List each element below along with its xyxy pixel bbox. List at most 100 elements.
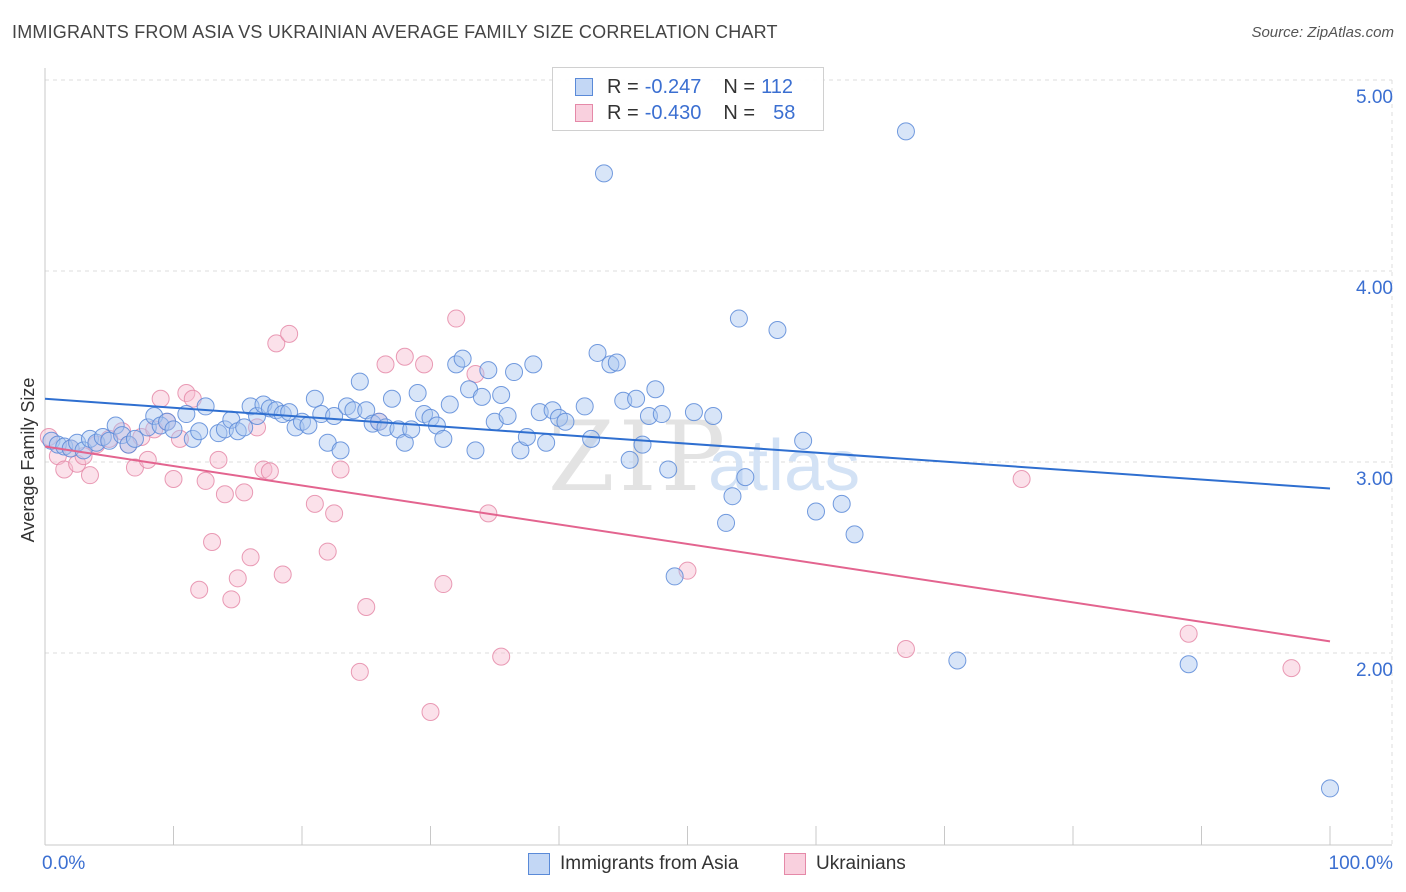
asia-point: [659, 460, 678, 479]
ukrainians-legend-swatch: [784, 853, 806, 875]
asia-point: [158, 412, 177, 431]
x-tick-label-start: 0.0%: [42, 853, 85, 874]
asia-point: [524, 355, 543, 374]
r-value: -0.247: [644, 75, 702, 98]
asia-point: [627, 389, 646, 408]
asia-point: [633, 435, 652, 454]
watermark-zip: ZIP: [548, 401, 729, 513]
asia-point: [196, 397, 215, 416]
ukrainian-point: [395, 347, 414, 366]
asia-point: [466, 441, 485, 460]
ukrainian-point: [164, 470, 183, 488]
asia-point: [948, 651, 967, 670]
ukrainian-point: [203, 533, 222, 552]
ukrainian-point: [421, 703, 440, 722]
ukrainian-point: [170, 429, 189, 448]
ukrainian-point: [138, 450, 157, 469]
asia-point: [717, 513, 736, 532]
y-tick-label: 3.00: [1356, 469, 1393, 490]
n-value: 112: [761, 75, 793, 98]
r-label: R =: [607, 75, 639, 98]
x-tick-label-end: 100.0%: [1329, 853, 1394, 874]
asia-legend-swatch: [528, 853, 550, 875]
axis-layer: [44, 68, 1392, 846]
ukrainian-point: [350, 662, 369, 681]
ukrainian-point: [273, 565, 292, 584]
asia-point: [440, 395, 459, 414]
asia-point: [498, 406, 517, 425]
asia-point: [453, 349, 472, 368]
asia-point: [350, 372, 369, 391]
ukrainian-point: [357, 597, 376, 616]
n-label: N =: [723, 75, 756, 98]
asia-swatch: [575, 78, 593, 96]
legend-label-ukrainians: Ukrainians: [816, 853, 906, 874]
asia-point: [164, 420, 183, 439]
y-tick-label: 4.00: [1356, 278, 1393, 299]
asia-point: [344, 401, 363, 420]
ukrainian-point: [305, 494, 324, 513]
ukrainian-point: [254, 460, 273, 479]
ukrainian-point: [196, 471, 215, 490]
stats-row-ukrainians: R = -0.430 N = 58: [575, 101, 795, 125]
asia-point: [704, 406, 723, 425]
asia-point: [434, 429, 453, 448]
asia-point: [832, 494, 851, 513]
watermark: ZIP atlas: [548, 401, 860, 513]
asia-point: [620, 450, 639, 469]
ukrainian-point: [896, 639, 915, 658]
ukrainian-point: [209, 450, 228, 469]
asia-point: [684, 403, 703, 422]
ukrainian-point: [1179, 624, 1198, 643]
ukrainian-point: [447, 309, 466, 328]
ukrainian-point: [1282, 659, 1301, 678]
ukrainian-point: [222, 590, 241, 609]
asia-point: [1321, 779, 1339, 798]
ukrainian-point: [415, 355, 434, 374]
asia-point: [646, 380, 665, 399]
r-label: R =: [607, 101, 639, 124]
asia-point: [305, 389, 324, 408]
ukrainian-point: [215, 485, 234, 504]
ukrainian-point: [331, 460, 350, 479]
watermark-atlas: atlas: [708, 426, 860, 506]
y-tick-label: 5.00: [1356, 87, 1393, 108]
ukrainian-point: [267, 334, 286, 353]
ukrainian-point: [318, 542, 337, 561]
asia-point: [106, 416, 125, 435]
asia-point: [665, 567, 684, 586]
asia-point: [492, 385, 511, 404]
asia-point: [382, 389, 401, 408]
ukrainian-point: [241, 548, 260, 567]
asia-trend-line: [44, 397, 1331, 490]
ukrainian-point: [260, 462, 279, 481]
asia-point: [582, 429, 601, 448]
asia-point: [1179, 655, 1198, 674]
asia-point: [190, 422, 209, 441]
ukrainian-point: [80, 466, 99, 485]
asia-point: [794, 431, 813, 450]
asia-point: [125, 429, 144, 448]
trend-layer: [44, 397, 1331, 643]
ukrainian-point: [228, 569, 247, 588]
source-credit: Source: ZipAtlas.com: [1251, 24, 1394, 41]
asia-point: [543, 401, 562, 420]
asia-point: [575, 397, 594, 416]
ukrainian-point: [325, 504, 344, 523]
asia-point: [601, 355, 620, 374]
ukrainian-point: [492, 647, 511, 666]
asia-point: [588, 343, 607, 362]
n-value: 58: [773, 101, 796, 124]
asia-point: [556, 412, 575, 431]
legend-item-ukrainians: Ukrainians: [784, 851, 906, 877]
y-tick-label: 2.00: [1356, 660, 1393, 681]
asia-point: [607, 353, 626, 372]
asia-point: [183, 429, 202, 448]
n-label: N =: [723, 101, 756, 124]
asia-point: [652, 405, 671, 424]
legend-item-asia: Immigrants from Asia: [528, 851, 738, 877]
legend-label-asia: Immigrants from Asia: [560, 853, 739, 874]
label-layer: 2.00 3.00 4.00 5.00 0.0% 100.0% Average Family…: [18, 87, 1393, 874]
asia-point: [408, 384, 427, 403]
